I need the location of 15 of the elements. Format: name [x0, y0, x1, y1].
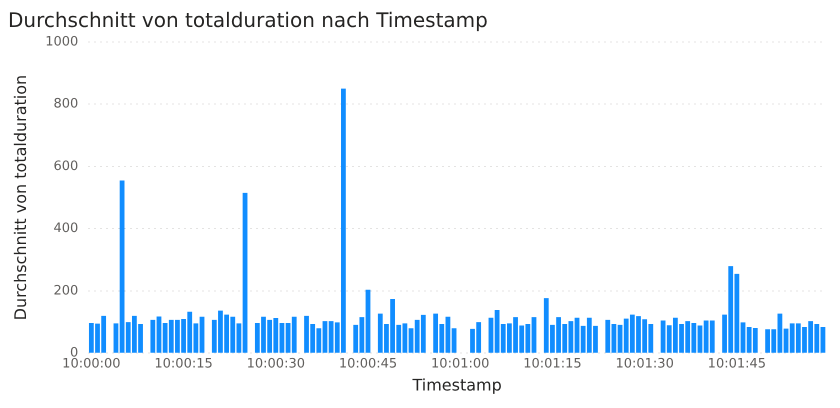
y-tick-label: 1000	[45, 34, 78, 50]
x-tick-label: 10:01:00	[431, 356, 490, 372]
x-axis-title: Timestamp	[411, 376, 502, 395]
x-tick-label: 10:01:30	[615, 356, 674, 372]
x-tick-label: 10:00:30	[246, 356, 305, 372]
y-axis-title: Durchschnitt von totalduration	[10, 74, 30, 320]
x-tick-label: 10:01:15	[523, 356, 582, 372]
y-tick-label: 200	[53, 283, 78, 298]
y-tick-label: 800	[53, 96, 78, 112]
x-tick-label: 10:01:45	[708, 356, 766, 372]
chart-title: Durchschnitt von totalduration nach Timestamp	[8, 8, 488, 32]
x-tick-label: 10:00:15	[154, 356, 213, 372]
x-tick-label: 10:00:45	[338, 356, 398, 372]
y-tick-label: 600	[53, 158, 78, 174]
y-tick-label: 400	[53, 221, 78, 236]
